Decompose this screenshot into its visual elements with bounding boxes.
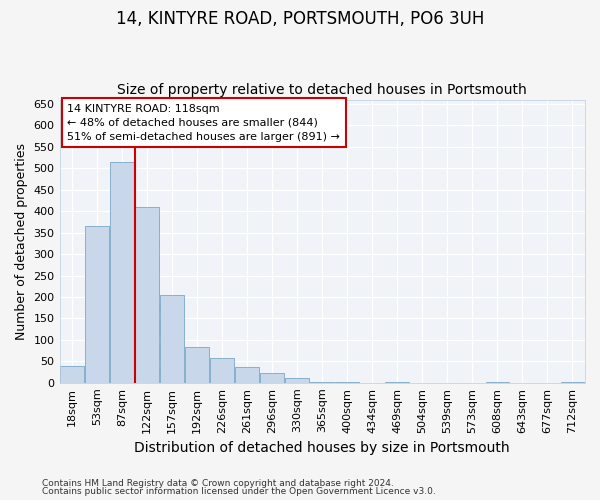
Bar (160, 295, 184, 383)
Bar (235, 367, 259, 383)
Bar (335, 382, 359, 383)
Bar (485, 382, 509, 383)
Bar (185, 347, 209, 383)
Text: 14, KINTYRE ROAD, PORTSMOUTH, PO6 3UH: 14, KINTYRE ROAD, PORTSMOUTH, PO6 3UH (116, 10, 484, 28)
Bar (560, 382, 584, 383)
Title: Size of property relative to detached houses in Portsmouth: Size of property relative to detached ho… (118, 83, 527, 97)
Bar (85, 226, 109, 383)
Bar (260, 373, 284, 383)
Bar (210, 358, 234, 383)
Y-axis label: Number of detached properties: Number of detached properties (15, 142, 28, 340)
Bar (60, 366, 84, 383)
X-axis label: Distribution of detached houses by size in Portsmouth: Distribution of detached houses by size … (134, 441, 510, 455)
Text: Contains HM Land Registry data © Crown copyright and database right 2024.: Contains HM Land Registry data © Crown c… (42, 478, 394, 488)
Bar (286, 378, 309, 383)
Bar (110, 162, 134, 383)
Bar (385, 382, 409, 383)
Bar (310, 382, 334, 383)
Bar (135, 207, 159, 383)
Text: 14 KINTYRE ROAD: 118sqm
← 48% of detached houses are smaller (844)
51% of semi-d: 14 KINTYRE ROAD: 118sqm ← 48% of detache… (67, 104, 340, 142)
Text: Contains public sector information licensed under the Open Government Licence v3: Contains public sector information licen… (42, 487, 436, 496)
